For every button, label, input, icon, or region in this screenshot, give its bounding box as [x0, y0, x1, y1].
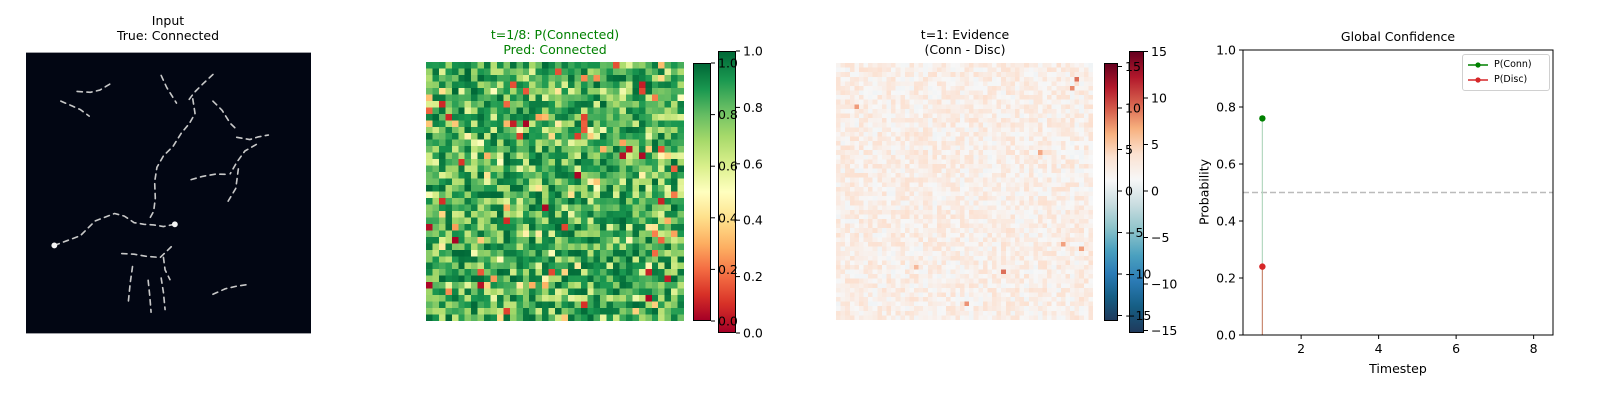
y-tick-label: 0.0 [1216, 328, 1236, 343]
evidence-colorbar-1-tick-label: 5 [1125, 142, 1133, 157]
y-tick-label: 0.4 [1216, 214, 1236, 229]
prob-colorbar-1 [693, 63, 711, 321]
prob-title-line2: Pred: Connected [503, 42, 607, 57]
prob-colorbar-1-tick-label: 0.6 [718, 159, 738, 174]
legend-label-disc: P(Disc) [1494, 74, 1528, 85]
evidence-title: t=1: Evidence (Conn - Disc) [921, 27, 1009, 57]
evidence-colorbar-2-tick-label: −15 [1151, 323, 1177, 338]
evidence-title-line1: t=1: Evidence [920, 27, 1010, 42]
point-P(Conn) [1259, 115, 1266, 122]
x-tick-label: 8 [1530, 341, 1538, 356]
evidence-title-line2: (Conn - Disc) [924, 42, 1006, 57]
prob-title: t=1/8: P(Connected) Pred: Connected [491, 27, 619, 57]
x-axis-label: Timestep [1369, 361, 1427, 376]
input-title-line1: Input [151, 13, 185, 28]
legend-label-conn: P(Conn) [1494, 59, 1532, 70]
prob-colorbar-2-tick-label: 0.2 [743, 269, 763, 284]
legend-item-conn: P(Conn) [1467, 59, 1532, 70]
evidence-colorbar-1-tick-label: −5 [1125, 225, 1143, 240]
x-tick-label: 4 [1375, 341, 1383, 356]
evidence-colorbar-2-tick-label: 15 [1151, 44, 1167, 59]
evidence-colorbar-2-tick-label: −5 [1151, 230, 1169, 245]
legend-item-disc: P(Disc) [1467, 74, 1527, 85]
y-tick-label: 0.8 [1216, 100, 1236, 115]
legend-marker-conn [1468, 61, 1488, 68]
prob-colorbar-2-tick-label: 0.8 [743, 100, 763, 115]
evidence-colorbar-1-tick-label: 0 [1125, 184, 1133, 199]
input-title-line2: True: Connected [116, 28, 220, 43]
y-axis-label: Probability [1196, 158, 1212, 226]
evidence-colorbar-1-tick-label: −15 [1125, 308, 1151, 323]
plot-frame [1242, 49, 1554, 336]
prob-colorbar-1-tick-label: 0.8 [718, 107, 738, 122]
prob-colorbar-1-tick-label: 0.0 [718, 314, 738, 329]
legend-marker-disc [1468, 76, 1488, 83]
x-tick-label: 2 [1297, 341, 1305, 356]
chart-title: Global Confidence [1340, 29, 1456, 44]
prob-title-line1: t=1/8: P(Connected) [490, 27, 620, 42]
legend: P(Conn) P(Disc) [1462, 54, 1550, 91]
probability-heatmap [426, 62, 684, 321]
prob-colorbar-1-tick-label: 0.4 [718, 210, 738, 225]
y-tick-label: 0.6 [1216, 157, 1236, 172]
evidence-colorbar-2 [1129, 51, 1144, 333]
evidence-colorbar-1-tick-label: 10 [1125, 101, 1141, 116]
evidence-colorbar-1-tick-label: 15 [1125, 59, 1141, 74]
input-image [26, 52, 311, 334]
prob-colorbar-2-tick-label: 0.0 [743, 326, 763, 341]
evidence-colorbar-2-tick-label: 0 [1151, 184, 1159, 199]
prob-colorbar-2-tick-label: 0.4 [743, 213, 763, 228]
prob-colorbar-1-tick-label: 1.0 [718, 56, 738, 71]
y-tick-label: 1.0 [1216, 43, 1236, 58]
evidence-colorbar-2-tick-label: −10 [1151, 277, 1177, 292]
y-tick-label: 0.2 [1216, 271, 1236, 286]
prob-colorbar-1-tick-label: 0.2 [718, 262, 738, 277]
x-tick-label: 6 [1452, 341, 1460, 356]
evidence-colorbar-1-tick-label: −10 [1125, 267, 1151, 282]
prob-colorbar-2-tick-label: 0.6 [743, 156, 763, 171]
prob-colorbar-2 [718, 51, 736, 333]
point-P(Disc) [1259, 263, 1266, 270]
evidence-colorbar-2-tick-label: 10 [1151, 91, 1167, 106]
prob-colorbar-2-tick-label: 1.0 [743, 44, 763, 59]
evidence-colorbar-2-tick-label: 5 [1151, 137, 1159, 152]
evidence-heatmap [836, 63, 1093, 320]
input-title: Input True: Connected [117, 13, 219, 43]
evidence-colorbar-1 [1104, 63, 1118, 321]
